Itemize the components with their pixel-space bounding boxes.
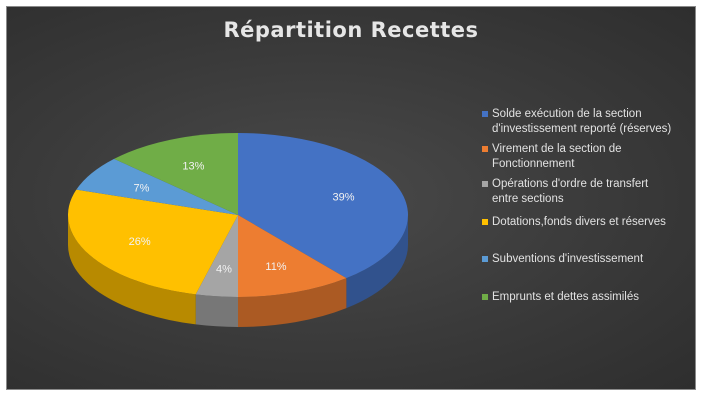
legend-swatch [482, 181, 488, 187]
slice-label-virement-de-la-section-de-fonctionnement: 11% [265, 261, 286, 273]
pie-slice-dotations-fonds-divers-et-reserves [67, 189, 239, 295]
legend-label: d'investissement reporté (réserves) [492, 123, 671, 135]
slice-label-operations-d-ordre-de-transfert-entre-sections: 4% [216, 264, 232, 276]
legend-label: entre sections [492, 193, 564, 205]
legend-item-1: Solde exécution de la section d'investiss… [482, 108, 671, 135]
chart-title: Répartition Recettes [223, 18, 479, 42]
pie-slice-solde-execution-de-la-section-d-investissement-reporte-reserves [238, 133, 408, 279]
legend-item-3: Opérations d'ordre de transfert entre sec… [482, 178, 649, 205]
legend-label: Subventions d'investissement [492, 253, 644, 265]
pie-side-solde-execution-de-la-section-d-investissement-reporte-reserves [346, 215, 408, 309]
slice-label-subventions-d-investissement: 7% [133, 182, 149, 194]
pie-side-dotations-fonds-divers-et-reserves [68, 215, 196, 325]
legend-item-4: Dotations,fonds divers et réserves [482, 216, 666, 228]
pie-labels: 39% 11% 4% 26% 7% 13% [129, 160, 355, 275]
pie-side-virement-de-la-section-de-fonctionnement [238, 278, 347, 327]
legend-label: Fonctionnement [492, 158, 575, 170]
pie-sides [68, 215, 408, 327]
legend-swatch [482, 111, 488, 117]
legend-item-2: Virement de la section de Fonctionnement [482, 143, 622, 170]
legend-swatch [482, 219, 488, 225]
legend-label: Virement de la section de [492, 143, 622, 155]
pie-slice-virement-de-la-section-de-fonctionnement [238, 215, 347, 297]
legend-label: Dotations,fonds divers et réserves [492, 216, 666, 228]
pie-slice-operations-d-ordre-de-transfert-entre-sections [195, 215, 238, 297]
pie-slice-subventions-d-investissement [76, 158, 238, 215]
legend-swatch [482, 294, 488, 300]
pie-tops [67, 133, 408, 297]
pie-side-operations-d-ordre-de-transfert-entre-sections [195, 294, 238, 327]
slice-label-emprunts-et-dettes-assimiles: 13% [182, 160, 204, 172]
legend: Solde exécution de la section d'investiss… [482, 108, 671, 303]
legend-label: Opérations d'ordre de transfert [492, 178, 649, 190]
legend-swatch [482, 146, 488, 152]
legend-label: Emprunts et dettes assimilés [492, 291, 639, 303]
legend-label: Solde exécution de la section [492, 108, 642, 120]
legend-item-6: Emprunts et dettes assimilés [482, 291, 639, 303]
pie-slice-emprunts-et-dettes-assimiles [114, 133, 238, 215]
slice-label-dotations-fonds-divers-et-reserves: 26% [129, 236, 151, 248]
slice-label-solde-execution-de-la-section-d-investissement-reporte-reserves: 39% [333, 192, 355, 204]
legend-swatch [482, 256, 488, 262]
legend-item-5: Subventions d'investissement [482, 253, 644, 265]
